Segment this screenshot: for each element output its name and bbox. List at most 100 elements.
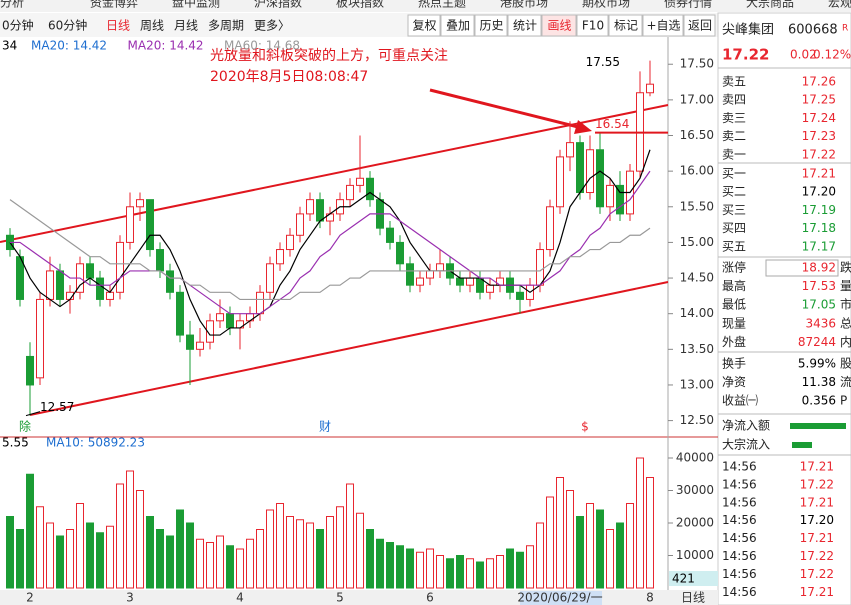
trade-price: 17.20 <box>800 513 834 527</box>
tool-label: 画线 <box>547 19 571 33</box>
candle-body <box>106 291 114 300</box>
x-tick-label: 2 <box>26 591 34 605</box>
trade-time: 14:56 <box>722 531 757 545</box>
menu-item[interactable]: 盘中监测 <box>172 0 220 10</box>
trade-price: 17.22 <box>800 477 834 491</box>
ma-line <box>9 149 651 336</box>
candle-body <box>576 142 584 194</box>
menu-item[interactable]: 板块指数 <box>336 0 384 10</box>
book-label: 买五 <box>722 239 746 253</box>
volume-bar <box>366 529 374 589</box>
trade-time: 14:56 <box>722 460 757 474</box>
candle-body <box>366 177 374 201</box>
tool-button[interactable] <box>440 14 475 37</box>
stock-name: 尖峰集团 <box>722 22 774 38</box>
stat-tail: 内 <box>840 335 851 349</box>
menu-item[interactable]: 大宗商品 <box>746 0 794 10</box>
tool-button[interactable] <box>683 14 716 37</box>
volume-bar <box>306 522 314 589</box>
volume-bar <box>16 529 24 589</box>
period-tab[interactable]: 日线 <box>106 19 130 33</box>
volume-bar <box>216 535 224 589</box>
volume-bar <box>396 545 404 589</box>
volume-bar <box>246 538 254 589</box>
book-price: 17.22 <box>802 147 836 161</box>
ma-label: MA60: 14.68 <box>224 39 300 53</box>
v-tick-label: 30000 <box>676 483 714 497</box>
trade-time: 14:56 <box>722 585 757 599</box>
menu-item[interactable]: 期权市场 <box>582 0 630 10</box>
stat-value: 17.53 <box>802 279 836 293</box>
tool-button[interactable] <box>507 14 542 37</box>
y-tick-label: 12.50 <box>680 413 714 427</box>
low-pointer <box>25 411 41 417</box>
y-tick-label: 13.00 <box>680 377 714 391</box>
candle-body <box>256 291 264 315</box>
volume-bar <box>496 555 504 589</box>
period-tab[interactable]: 0分钟 <box>2 18 34 33</box>
period-tab[interactable]: 月线 <box>174 19 198 33</box>
stat-tail: 总 <box>840 316 851 330</box>
period-tab[interactable]: 多周期 <box>208 19 244 33</box>
trade-time: 14:56 <box>722 549 757 563</box>
tool-button[interactable] <box>474 14 508 37</box>
v-tick-label: 20000 <box>676 516 714 530</box>
volume-bar <box>106 525 114 589</box>
candle-body <box>296 213 304 236</box>
volume-bar <box>26 473 34 589</box>
menu-item[interactable]: 港股市场 <box>500 0 548 10</box>
candle-body <box>196 341 204 350</box>
volume-bar <box>316 529 324 589</box>
volume-bar <box>586 503 594 589</box>
menu-item[interactable]: 债券行情 <box>664 0 712 10</box>
stat-label: 收益㈠ <box>722 394 758 408</box>
date-bar <box>0 590 718 605</box>
menu-item[interactable]: 资金博弈 <box>90 0 138 10</box>
trade-time: 14:56 <box>722 477 757 491</box>
period-tab[interactable]: 更多〉 <box>254 19 290 33</box>
tool-label: F10 <box>582 19 604 33</box>
candle-body <box>606 184 614 208</box>
menu-item[interactable]: 沪深指数 <box>254 0 302 10</box>
tool-button[interactable] <box>576 14 609 37</box>
stock-code: 600668 <box>788 23 838 38</box>
period-tab[interactable]: 60分钟 <box>48 18 87 33</box>
stat-value: 11.38 <box>802 375 836 389</box>
volume-bar <box>536 522 544 589</box>
limit-box <box>765 259 839 277</box>
tool-button[interactable] <box>407 14 441 37</box>
tool-button[interactable] <box>541 14 577 37</box>
candle-body <box>276 249 284 265</box>
volume-bar <box>76 503 84 589</box>
candle-body <box>156 249 164 272</box>
stat-value: 3436 <box>805 316 836 330</box>
candle-body <box>536 249 544 286</box>
candle-body <box>566 142 574 158</box>
trade-price: 17.21 <box>800 460 834 474</box>
candle-body <box>36 298 44 379</box>
menu-item[interactable]: 宏观数据 <box>828 0 851 10</box>
volume-bar <box>116 483 124 589</box>
menu-item[interactable]: 分析 <box>0 0 24 10</box>
volume-bar <box>276 503 284 589</box>
vol-label: 5.55 <box>2 436 29 450</box>
channel-lower <box>29 281 669 416</box>
candle-body <box>56 270 64 300</box>
candle-body <box>386 227 394 243</box>
x-tick-label: 6 <box>426 591 434 605</box>
y-tick-label: 16.00 <box>680 164 714 178</box>
period-tab[interactable]: 周线 <box>140 19 164 33</box>
candle-body <box>96 277 104 300</box>
menu-item[interactable]: 热点主题 <box>418 0 466 10</box>
tool-button[interactable] <box>642 14 684 37</box>
x-tick-label: 8 <box>646 591 654 605</box>
tool-button[interactable] <box>608 14 643 37</box>
volume-bar <box>336 506 344 589</box>
candle-body <box>616 184 624 215</box>
book-label: 买一 <box>722 167 746 181</box>
volume-bar <box>166 535 174 589</box>
volume-bar <box>296 519 304 589</box>
y-tick-label: 14.50 <box>680 271 714 285</box>
book-label: 买四 <box>722 221 746 235</box>
